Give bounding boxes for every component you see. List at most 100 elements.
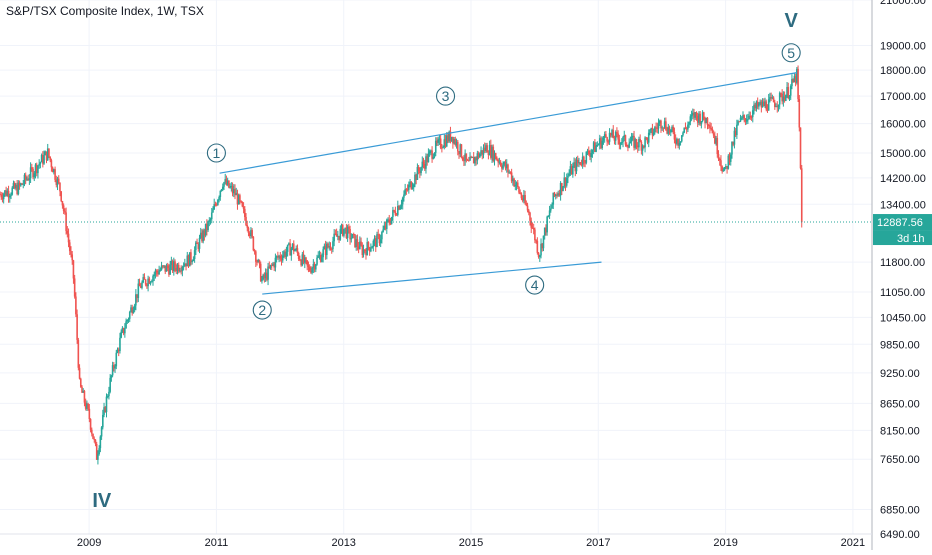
candle-body bbox=[350, 238, 353, 240]
candle-body bbox=[690, 115, 693, 117]
candle-body bbox=[109, 377, 111, 392]
candle-body bbox=[335, 234, 338, 237]
candle-body bbox=[663, 121, 666, 128]
candle-body bbox=[674, 139, 677, 144]
candle-body bbox=[678, 142, 681, 146]
candle-body bbox=[180, 270, 182, 272]
candle-body bbox=[303, 257, 306, 263]
candle-body bbox=[288, 243, 290, 245]
candle-body bbox=[215, 204, 218, 206]
last-price-badge bbox=[873, 214, 932, 231]
candle-body bbox=[78, 367, 81, 379]
candle-body bbox=[487, 152, 490, 156]
candle-body bbox=[100, 427, 103, 437]
candle-body bbox=[360, 241, 362, 246]
candle-body bbox=[142, 277, 145, 283]
price-tick-label: 6850.00 bbox=[880, 504, 920, 516]
time-tick-label: 2009 bbox=[77, 537, 101, 549]
candle-body bbox=[384, 225, 387, 229]
candle-body bbox=[257, 259, 260, 262]
candle-body bbox=[797, 68, 799, 99]
candle-body bbox=[214, 204, 217, 206]
candle-body bbox=[477, 153, 480, 158]
candle-body bbox=[177, 264, 180, 272]
candle-body bbox=[0, 194, 3, 198]
candle-body bbox=[680, 135, 683, 142]
chart-title: S&P/TSX Composite Index, 1W, TSX bbox=[6, 4, 204, 18]
candle-body bbox=[710, 127, 712, 129]
candle-body bbox=[591, 149, 594, 153]
candle-body bbox=[458, 151, 460, 155]
candle-body bbox=[292, 243, 295, 252]
candle-body bbox=[628, 143, 630, 148]
candle-body bbox=[563, 177, 566, 187]
candle-body bbox=[427, 153, 430, 163]
candle-body bbox=[34, 164, 37, 174]
candle-body bbox=[239, 195, 241, 201]
candle-body bbox=[202, 230, 204, 242]
candle-body bbox=[793, 76, 796, 83]
price-tick-label: 9250.00 bbox=[880, 368, 920, 380]
candle-body bbox=[666, 129, 668, 134]
candle-body bbox=[114, 366, 116, 369]
candle-body bbox=[64, 211, 66, 213]
candle-body bbox=[62, 205, 65, 212]
candle-body bbox=[326, 243, 328, 256]
candle-body bbox=[213, 204, 216, 210]
price-tick-label: 19000.00 bbox=[880, 41, 926, 53]
candle-body bbox=[529, 212, 531, 221]
candle-body bbox=[505, 164, 508, 169]
candle-body bbox=[606, 137, 608, 142]
candle-body bbox=[398, 205, 400, 210]
candle-body bbox=[501, 165, 503, 169]
candle-body bbox=[573, 162, 575, 166]
candle-body bbox=[279, 255, 282, 259]
candle-body bbox=[181, 266, 184, 272]
candle-body bbox=[704, 119, 706, 124]
candle-body bbox=[160, 265, 163, 270]
candle-body bbox=[796, 68, 798, 83]
candle-body bbox=[245, 217, 247, 226]
candle-body bbox=[716, 137, 719, 155]
candle-body bbox=[395, 214, 398, 216]
candle-body bbox=[299, 258, 301, 261]
candle-body bbox=[133, 305, 136, 310]
candle-body bbox=[208, 220, 211, 222]
candle-body bbox=[421, 161, 424, 168]
candle-body bbox=[26, 178, 28, 180]
candle-body bbox=[95, 443, 98, 460]
candle-body bbox=[706, 117, 709, 126]
candle-body bbox=[280, 258, 283, 261]
candle-body bbox=[564, 177, 567, 186]
candle-body bbox=[219, 190, 222, 198]
wave-circle bbox=[525, 275, 545, 295]
candle-body bbox=[16, 185, 18, 195]
candle-body bbox=[415, 174, 417, 180]
candle-body bbox=[283, 251, 285, 256]
candle-body bbox=[411, 187, 414, 189]
candle-body bbox=[163, 265, 165, 267]
candle-body bbox=[481, 150, 484, 155]
candle-body bbox=[672, 126, 675, 133]
wave-circle bbox=[252, 300, 272, 320]
candle-body bbox=[187, 255, 190, 267]
candle-body bbox=[79, 378, 82, 387]
candle-body bbox=[747, 119, 749, 121]
candle-body bbox=[709, 125, 711, 128]
candle-body bbox=[786, 87, 788, 96]
candle-body bbox=[612, 129, 615, 139]
candles bbox=[0, 65, 872, 465]
candle-body bbox=[514, 184, 517, 187]
candle-body bbox=[542, 235, 545, 249]
candle-body bbox=[791, 78, 793, 87]
candle-body bbox=[228, 180, 230, 188]
candle-body bbox=[743, 115, 746, 119]
candle-body bbox=[416, 167, 419, 180]
candle-body bbox=[728, 155, 731, 162]
candle-body bbox=[153, 274, 156, 277]
candle-body bbox=[455, 141, 458, 145]
candle-body bbox=[696, 115, 699, 123]
candle-body bbox=[45, 151, 48, 161]
candle-body bbox=[569, 166, 572, 174]
